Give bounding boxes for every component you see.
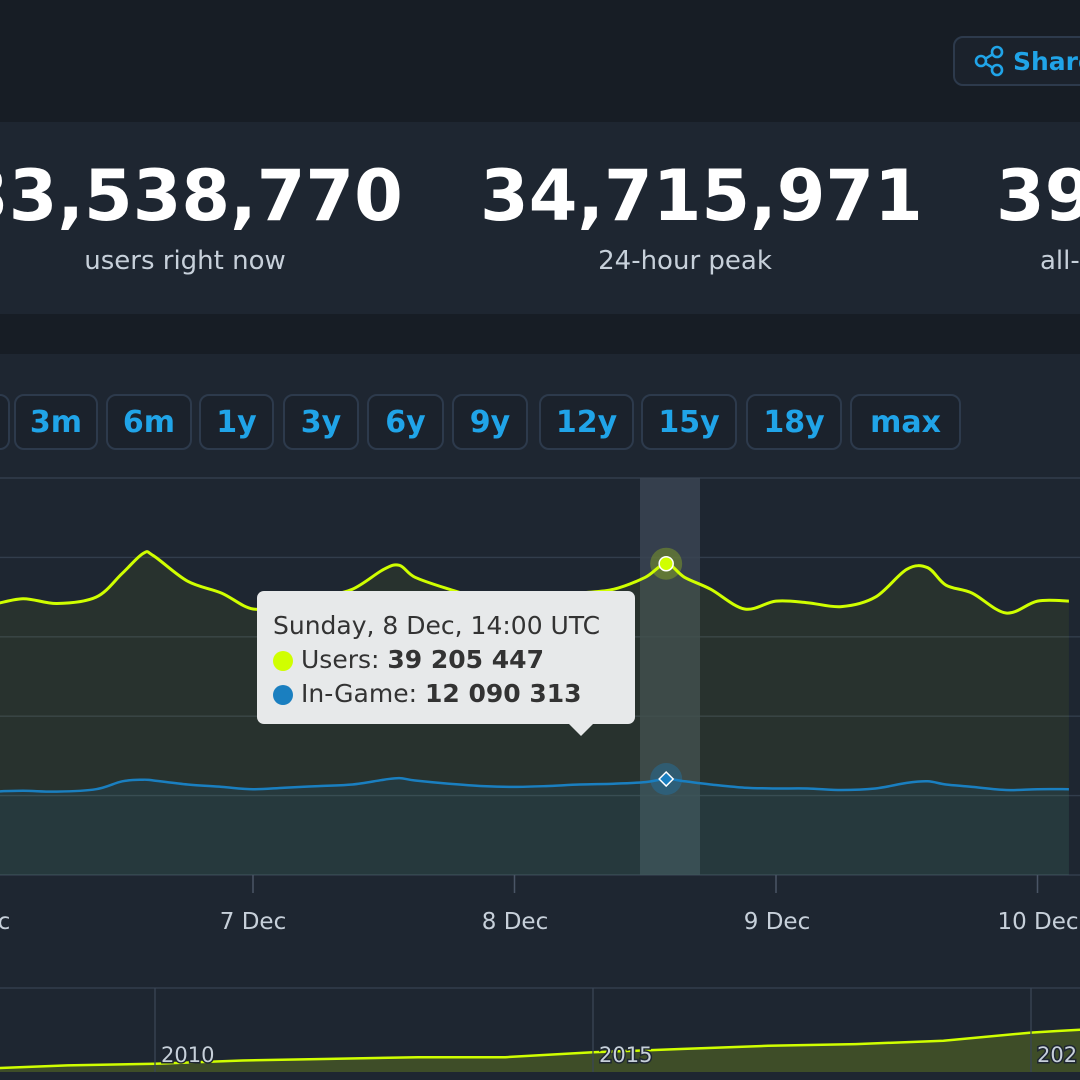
stat-label: users right now bbox=[84, 246, 286, 276]
x-tick-label: 10 Dec bbox=[997, 909, 1078, 935]
range-button-6y[interactable]: 6y bbox=[367, 394, 444, 450]
range-button-15y[interactable]: 15y bbox=[641, 394, 737, 450]
stat-value: 39 bbox=[996, 155, 1080, 237]
navigator[interactable]: 2010 2015 202 bbox=[0, 987, 1080, 1072]
tooltip-pointer bbox=[569, 724, 593, 736]
range-button-6m[interactable]: 6m bbox=[106, 394, 192, 450]
ingame-area bbox=[0, 778, 1069, 875]
x-tick-label: 8 Dec bbox=[482, 909, 548, 935]
tooltip-ingame-label: In-Game: bbox=[301, 679, 418, 708]
navigator-tick-label: 2010 bbox=[161, 1043, 214, 1067]
users-legend-dot bbox=[273, 651, 293, 671]
stat-label: all- bbox=[1040, 246, 1080, 276]
highlight-markers bbox=[650, 547, 683, 796]
tooltip-users-row: Users: 39 205 447 bbox=[273, 643, 635, 677]
share-button[interactable]: Share bbox=[953, 36, 1080, 86]
top-bar: Share bbox=[0, 0, 1080, 120]
navigator-tick-label: 2015 bbox=[599, 1043, 652, 1067]
range-button-1y[interactable]: 1y bbox=[199, 394, 274, 450]
tooltip-ingame-value: 12 090 313 bbox=[424, 679, 582, 708]
range-button-3m[interactable]: 3m bbox=[14, 394, 98, 450]
range-button-3y[interactable]: 3y bbox=[283, 394, 359, 450]
tooltip-users-label: Users: bbox=[301, 645, 380, 674]
tooltip: Sunday, 8 Dec, 14:00 UTC Users: 39 205 4… bbox=[257, 591, 635, 736]
range-button-max[interactable]: max bbox=[850, 394, 961, 450]
ingame-marker bbox=[658, 770, 675, 788]
tooltip-users-value: 39 205 447 bbox=[387, 645, 544, 674]
tooltip-date: Sunday, 8 Dec, 14:00 UTC bbox=[273, 611, 601, 640]
stat-label: 24-hour peak bbox=[598, 246, 772, 276]
navigator-line bbox=[0, 1028, 1080, 1070]
navigator-tick-label: 202 bbox=[1037, 1043, 1077, 1067]
stat-value: 34,715,971 bbox=[480, 155, 923, 237]
stat-value: 33,538,770 bbox=[0, 155, 403, 237]
x-tick-label: 7 Dec bbox=[220, 909, 286, 935]
x-axis: Dec 7 Dec 8 Dec 9 Dec 10 Dec bbox=[0, 875, 1079, 935]
range-button-12y[interactable]: 12y bbox=[539, 394, 634, 450]
users-marker bbox=[658, 555, 674, 572]
tooltip-ingame-row: In-Game: 12 090 313 bbox=[273, 677, 635, 711]
ingame-series-line bbox=[0, 776, 1069, 793]
x-tick-label: Dec bbox=[0, 909, 10, 935]
range-button-18y[interactable]: 18y bbox=[746, 394, 842, 450]
x-tick-label: 9 Dec bbox=[744, 909, 810, 935]
navigator-area bbox=[0, 1029, 1080, 1072]
stats-bar: 33,538,770 users right now 34,715,971 24… bbox=[0, 122, 1080, 314]
share-label: Share bbox=[1013, 46, 1080, 76]
ingame-legend-dot bbox=[273, 685, 293, 705]
range-button-9y[interactable]: 9y bbox=[452, 394, 528, 450]
share-icon bbox=[974, 45, 1004, 77]
hover-band bbox=[640, 478, 700, 875]
